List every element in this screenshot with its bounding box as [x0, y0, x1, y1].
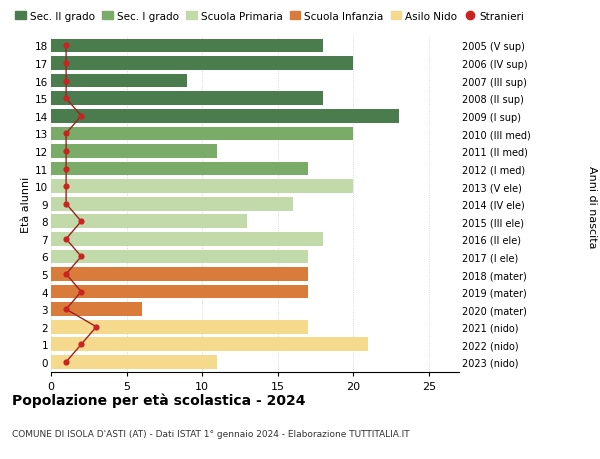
Bar — [51, 233, 323, 246]
Bar — [51, 268, 308, 281]
Point — [76, 113, 86, 120]
Bar — [51, 145, 217, 158]
Point — [61, 183, 71, 190]
Bar — [51, 355, 217, 369]
Y-axis label: Età alunni: Età alunni — [21, 176, 31, 232]
Point — [61, 43, 71, 50]
Point — [61, 78, 71, 85]
Point — [76, 218, 86, 225]
Point — [61, 306, 71, 313]
Bar — [51, 57, 353, 71]
Bar — [51, 110, 398, 123]
Point — [61, 201, 71, 208]
Text: Anni di nascita: Anni di nascita — [587, 165, 597, 248]
Point — [92, 324, 101, 331]
Bar — [51, 302, 142, 316]
Bar — [51, 338, 368, 352]
Bar — [51, 92, 323, 106]
Point — [61, 271, 71, 278]
Bar — [51, 285, 308, 299]
Text: Popolazione per età scolastica - 2024: Popolazione per età scolastica - 2024 — [12, 392, 305, 407]
Bar — [51, 320, 308, 334]
Point — [61, 358, 71, 366]
Bar — [51, 215, 247, 229]
Bar — [51, 127, 353, 141]
Point — [61, 235, 71, 243]
Bar — [51, 39, 323, 53]
Text: COMUNE DI ISOLA D'ASTI (AT) - Dati ISTAT 1° gennaio 2024 - Elaborazione TUTTITAL: COMUNE DI ISOLA D'ASTI (AT) - Dati ISTAT… — [12, 429, 410, 438]
Point — [76, 288, 86, 296]
Point — [61, 95, 71, 103]
Bar — [51, 250, 308, 264]
Bar — [51, 162, 308, 176]
Bar — [51, 197, 293, 211]
Point — [61, 60, 71, 67]
Point — [61, 166, 71, 173]
Point — [76, 341, 86, 348]
Bar — [51, 75, 187, 88]
Legend: Sec. II grado, Sec. I grado, Scuola Primaria, Scuola Infanzia, Asilo Nido, Stran: Sec. II grado, Sec. I grado, Scuola Prim… — [11, 7, 529, 26]
Point — [61, 130, 71, 138]
Point — [61, 148, 71, 155]
Point — [76, 253, 86, 261]
Bar — [51, 180, 353, 194]
